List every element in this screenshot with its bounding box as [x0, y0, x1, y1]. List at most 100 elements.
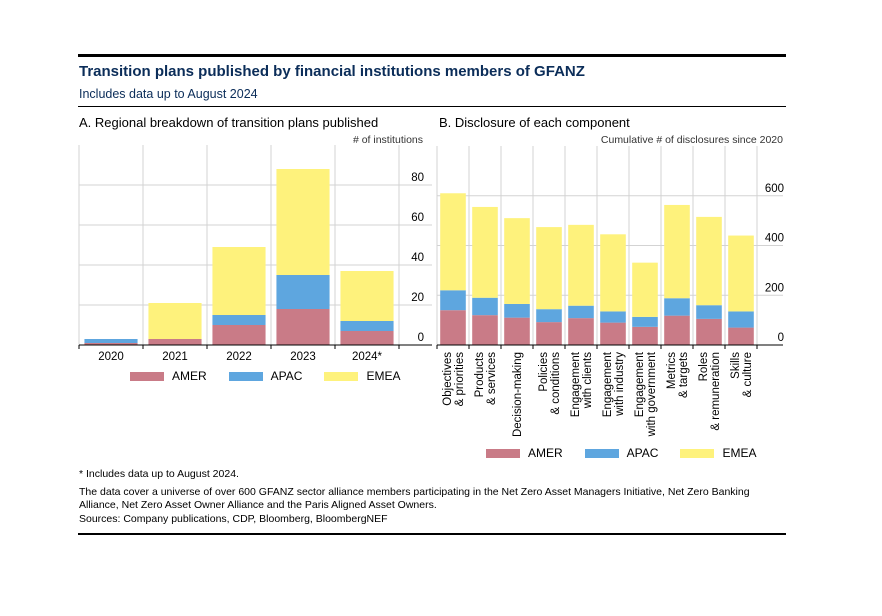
panel-b-x-tick-label: Roles& remuneration [698, 352, 722, 431]
panel-b-bar-amer-decision-making [504, 317, 530, 345]
panel-b-x-tick-label: Decision-making [512, 352, 524, 437]
panel-b-unit-label: Cumulative # of disclosures since 2020 [600, 134, 783, 146]
panel-b-x-tick-label: Products& services [474, 352, 498, 405]
panel-b-bar-emea-policies-conditions [536, 227, 562, 310]
panel-b-bar-amer-engagement-with-clients [568, 318, 594, 345]
panel-b-bar-apac-roles-remuneration [696, 305, 722, 319]
legend-item-amer: AMER [130, 369, 207, 383]
panel-a-bar-emea-2021 [148, 303, 202, 339]
panel-b-x-tick-label-line: Policies [538, 352, 550, 392]
panel-a-y-tick-label: 60 [411, 212, 424, 224]
panel-a-title: A. Regional breakdown of transition plan… [79, 115, 379, 130]
top-rule [78, 54, 786, 57]
panel-b-bar-amer-policies-conditions [536, 322, 562, 345]
panel-b-bar-amer-skills-culture [728, 327, 754, 345]
panel-b-bar-amer-objectives-priorities [440, 310, 466, 345]
panel-b-y-tick-label: 400 [765, 233, 784, 245]
panel-a-legend: AMER APAC EMEA [130, 369, 422, 383]
panel-b-x-tick-label-line: Metrics [666, 352, 678, 389]
panel-a-bar-apac-2024 [340, 321, 394, 331]
panel-a-bar-amer-2020 [84, 343, 138, 345]
panel-b-y-tick-label: 600 [765, 183, 784, 195]
legend-item-emea: EMEA [680, 446, 756, 460]
panel-b-bar-emea-objectives-priorities [440, 193, 466, 291]
panel-b-bar-apac-policies-conditions [536, 309, 562, 323]
panel-b-x-tick-label-line: & remuneration [710, 352, 722, 431]
panel-b-bar-apac-products-services [472, 297, 498, 316]
panel-b-x-tick-label: Engagementwith government [634, 351, 658, 437]
panel-b-bar-emea-engagement-with-government [632, 262, 658, 317]
panel-a-bar-emea-2022 [212, 247, 266, 315]
legend-swatch-emea [324, 371, 359, 381]
panel-b-x-tick-label-line: & culture [742, 352, 754, 397]
legend-swatch-apac [228, 371, 263, 381]
panel-b-x-tick-label-line: & targets [678, 352, 690, 398]
legend-label-apac: APAC [626, 446, 659, 460]
legend-label-amer: AMER [528, 446, 563, 460]
panel-b-title: B. Disclosure of each component [439, 115, 630, 130]
panel-b-y-tick-label: 0 [778, 332, 784, 344]
panel-a-unit-label: # of institutions [352, 134, 423, 146]
legend-swatch-amer [130, 371, 164, 381]
bottom-rule [78, 533, 786, 535]
panel-b-bar-amer-engagement-with-industry [600, 322, 626, 345]
legend-swatch-amer [486, 448, 520, 458]
panel-b-x-tick-label: Policies& conditions [538, 352, 562, 415]
panel-a-bar-amer-2023 [276, 309, 330, 345]
panel-b-x-tick-label: Skills& culture [730, 352, 754, 398]
panel-a-bar-apac-2022 [212, 315, 266, 325]
panel-a-bar-amer-2021 [148, 339, 202, 345]
panel-b-x-tick-label-line: Engagement [634, 351, 646, 417]
figure-notes: * Includes data up to August 2024. The d… [79, 468, 787, 526]
panel-b-bar-apac-skills-culture [728, 311, 754, 328]
legend-label-amer: AMER [172, 369, 207, 383]
panel-b-bar-apac-objectives-priorities [440, 290, 466, 311]
legend-item-amer: AMER [486, 446, 563, 460]
sources: Sources: Company publications, CDP, Bloo… [79, 512, 388, 525]
panel-b-bar-apac-engagement-with-government [632, 316, 658, 327]
legend-item-apac: APAC [228, 369, 302, 383]
panel-b-bar-emea-engagement-with-clients [568, 224, 594, 306]
figure-subtitle: Includes data up to August 2024 [79, 87, 258, 101]
panel-b-x-tick-label-line: Roles [698, 352, 710, 382]
panel-b-bar-apac-engagement-with-clients [568, 305, 594, 319]
panel-b-bar-emea-metrics-targets [664, 204, 690, 299]
panel-b-x-tick-label-line: & services [486, 352, 498, 405]
legend-label-emea: EMEA [366, 369, 401, 383]
legend-swatch-emea [680, 448, 715, 458]
panel-b-bar-amer-roles-remuneration [696, 318, 722, 345]
panel-a-bar-apac-2023 [276, 275, 330, 309]
legend-label-emea: EMEA [722, 446, 757, 460]
panel-b-legend: AMER APAC EMEA [486, 446, 778, 460]
panel-b-x-tick-label-line: with government [646, 351, 658, 437]
panel-a-bar-emea-2023 [276, 169, 330, 275]
panel-b-bar-amer-metrics-targets [664, 315, 690, 345]
panel-b-y-tick-label: 200 [765, 282, 784, 294]
panel-a-bar-emea-2024 [340, 271, 394, 321]
panel-a-x-tick-label: 2020 [98, 351, 124, 363]
panel-a-bar-apac-2020 [84, 339, 138, 343]
panel-b-bar-apac-engagement-with-industry [600, 311, 626, 323]
panel-a-x-tick-label: 2021 [162, 351, 188, 363]
panel-a-y-tick-label: 0 [418, 332, 424, 344]
panel-a-bar-amer-2024 [340, 331, 394, 345]
panel-b-x-tick-label: Engagementwith industry [602, 351, 626, 417]
panel-b-bar-apac-decision-making [504, 303, 530, 318]
panel-b-x-tick-label-line: Skills [730, 352, 742, 379]
panel-b-x-tick-label-line: & conditions [550, 352, 562, 415]
panel-a-x-tick-label: 2023 [290, 351, 316, 363]
panel-b-bar-emea-roles-remuneration [696, 216, 722, 306]
panel-b-x-tick-label: Engagementwith clients [570, 351, 594, 417]
legend-item-apac: APAC [584, 446, 659, 460]
panel-b-x-tick-label-line: with industry [614, 352, 626, 417]
panel-b-bar-amer-engagement-with-government [632, 326, 658, 345]
panel-b-x-tick-label-line: with clients [582, 352, 594, 409]
footnote: * Includes data up to August 2024. [79, 468, 239, 480]
panel-a-x-tick-label: 2024* [352, 351, 383, 363]
legend-item-emea: EMEA [324, 369, 400, 383]
panel-b-bar-amer-products-services [472, 315, 498, 345]
panel-b-x-tick-label-line: Objectives [442, 352, 454, 406]
panel-b-bar-emea-decision-making [504, 218, 530, 304]
